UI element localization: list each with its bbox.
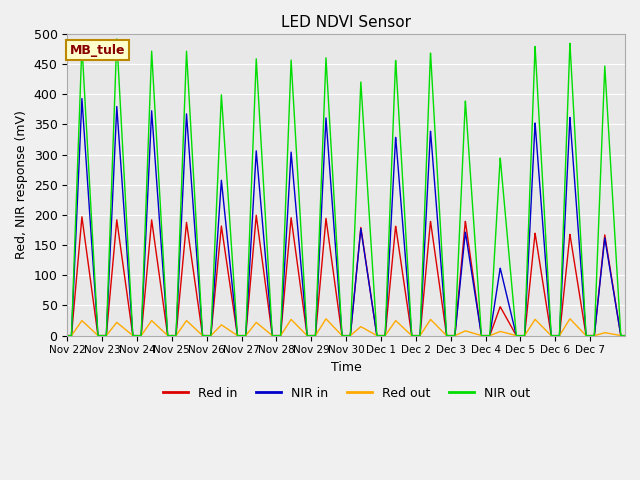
Red out <box>621 333 629 338</box>
NIR out <box>278 304 285 310</box>
Red in <box>489 324 497 330</box>
X-axis label: Time: Time <box>331 361 362 374</box>
NIR in <box>404 280 412 286</box>
Red out <box>83 322 90 328</box>
Red out <box>403 329 411 335</box>
Red out <box>63 333 71 338</box>
Red out <box>326 320 333 325</box>
Red in <box>404 304 412 310</box>
Red in <box>621 333 629 338</box>
Red in <box>252 212 260 218</box>
NIR in <box>278 313 285 319</box>
NIR in <box>489 313 497 319</box>
Red in <box>388 258 396 264</box>
NIR out <box>489 282 497 288</box>
Line: NIR out: NIR out <box>67 39 625 336</box>
Red in <box>83 249 90 255</box>
NIR in <box>621 333 629 338</box>
NIR in <box>83 168 91 174</box>
Red in <box>63 333 71 338</box>
NIR out <box>113 36 120 42</box>
Line: Red out: Red out <box>67 319 625 336</box>
Red out <box>566 316 573 322</box>
NIR in <box>78 96 86 101</box>
NIR out <box>83 129 90 134</box>
Y-axis label: Red, NIR response (mV): Red, NIR response (mV) <box>15 110 28 259</box>
NIR in <box>388 196 396 202</box>
NIR out <box>63 333 71 338</box>
NIR out <box>404 260 412 265</box>
Legend: Red in, NIR in, Red out, NIR out: Red in, NIR in, Red out, NIR out <box>157 382 535 405</box>
NIR in <box>326 164 333 170</box>
Red out <box>489 332 497 337</box>
NIR out <box>326 118 333 123</box>
Title: LED NDVI Sensor: LED NDVI Sensor <box>281 15 411 30</box>
Red out <box>278 331 285 337</box>
Red in <box>278 321 285 326</box>
Line: NIR in: NIR in <box>67 98 625 336</box>
Red in <box>326 242 333 248</box>
NIR out <box>621 333 629 338</box>
Line: Red in: Red in <box>67 215 625 336</box>
NIR in <box>63 333 71 338</box>
Text: MB_tule: MB_tule <box>70 44 125 57</box>
NIR out <box>388 144 396 149</box>
Red out <box>388 323 396 328</box>
